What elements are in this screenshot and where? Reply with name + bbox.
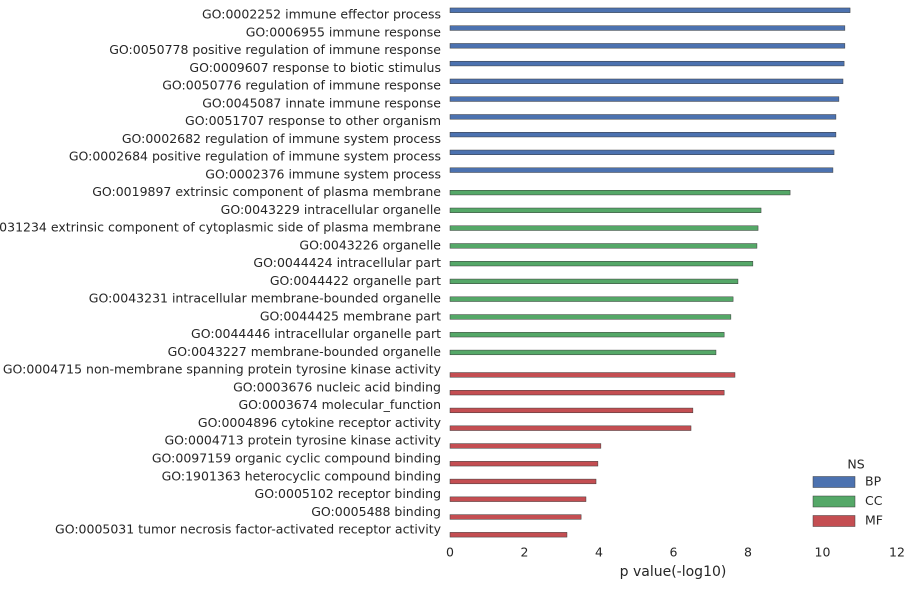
bar	[449, 349, 717, 356]
bar	[449, 96, 840, 102]
legend-swatch	[812, 515, 856, 527]
bar	[449, 114, 837, 120]
x-tick-label: 12	[889, 545, 905, 560]
y-tick-label: GO:0044422 organelle part	[270, 273, 441, 288]
bar	[449, 78, 844, 84]
legend-label: CC	[865, 493, 883, 508]
x-tick-label: 4	[595, 545, 603, 560]
bar	[449, 478, 597, 485]
bar	[449, 132, 837, 138]
bar	[449, 461, 599, 467]
bar	[449, 390, 725, 396]
bar	[449, 532, 568, 538]
y-tick-label: GO:0043229 intracellular organelle	[221, 202, 442, 217]
bar	[449, 514, 582, 520]
y-tick-label: GO:0006955 immune response	[246, 24, 442, 39]
y-tick-label: GO:0051707 response to other organism	[185, 113, 441, 128]
bar	[449, 149, 835, 155]
bar	[449, 372, 736, 378]
bar	[449, 314, 732, 320]
y-tick-label: GO:0044425 membrane part	[260, 308, 441, 323]
bar	[449, 443, 602, 449]
x-tick-label: 10	[815, 545, 831, 560]
y-tick-label: GO:0045087 innate immune response	[202, 95, 441, 110]
x-tick-label: 6	[670, 545, 678, 560]
y-tick-label: GO:0043226 organelle	[299, 237, 441, 252]
y-tick-label: GO:0002252 immune effector process	[202, 7, 441, 22]
bar	[449, 278, 739, 284]
x-tick-label: 2	[521, 545, 529, 560]
y-tick-label: GO:0043231 intracellular membrane-bounde…	[89, 291, 442, 306]
bar	[449, 167, 834, 173]
bar	[449, 43, 846, 49]
y-tick-label: GO:0005031 tumor necrosis factor-activat…	[55, 522, 442, 537]
bar	[449, 332, 725, 338]
legend-swatch	[812, 476, 856, 488]
bar	[449, 243, 758, 249]
y-tick-label: GO:0044424 intracellular part	[253, 255, 441, 270]
y-tick-label: GO:0019897 extrinsic component of plasma…	[92, 184, 441, 199]
legend-label: BP	[865, 474, 882, 489]
bar	[449, 190, 791, 196]
y-tick-label: GO:0050776 regulation of immune response	[162, 78, 441, 93]
bar	[449, 25, 846, 31]
bar	[449, 261, 754, 267]
bar	[449, 207, 762, 213]
y-tick-label: GO:0002682 regulation of immune system p…	[122, 131, 441, 146]
y-tick-label: GO:0002684 positive regulation of immune…	[69, 149, 441, 164]
legend-title: NS	[847, 457, 864, 472]
x-tick-label: 8	[744, 545, 752, 560]
y-tick-label: GO:0043227 membrane-bounded organelle	[168, 344, 442, 359]
y-tick-label: GO:0050778 positive regulation of immune…	[109, 42, 441, 57]
y-tick-label: GO:0004715 non-membrane spanning protein…	[3, 362, 442, 377]
bar	[449, 7, 851, 13]
y-tick-label: GO:0004713 protein tyrosine kinase activ…	[165, 433, 442, 448]
y-tick-label: GO:0005488 binding	[311, 504, 441, 519]
legend-label: MF	[865, 513, 883, 528]
y-tick-label: GO:0004896 cytokine receptor activity	[198, 415, 442, 430]
y-tick-label: GO:0003674 molecular_function	[238, 397, 441, 412]
x-tick-label: 0	[446, 545, 454, 560]
y-tick-label: GO:0044446 intracellular organelle part	[191, 326, 441, 341]
y-tick-label: GO:0009607 response to biotic stimulus	[189, 60, 441, 75]
y-tick-label: GO:1901363 heterocyclic compound binding	[162, 468, 441, 483]
x-axis-label: p value(-log10)	[620, 564, 727, 580]
bar	[449, 407, 694, 414]
y-tick-label: GO:0003676 nucleic acid binding	[233, 379, 441, 394]
y-tick-label: GO:0097159 organic cyclic compound bindi…	[152, 451, 441, 466]
bar	[449, 60, 845, 67]
legend-swatch	[812, 495, 856, 508]
bar	[449, 496, 587, 502]
bar	[449, 296, 734, 302]
y-tick-label: GO:0002376 immune system process	[205, 166, 441, 181]
y-tick-label: GO:0031234 extrinsic component of cytopl…	[0, 220, 441, 235]
bar	[449, 225, 759, 231]
bar	[449, 425, 692, 431]
y-tick-label: GO:0005102 receptor binding	[255, 486, 441, 501]
